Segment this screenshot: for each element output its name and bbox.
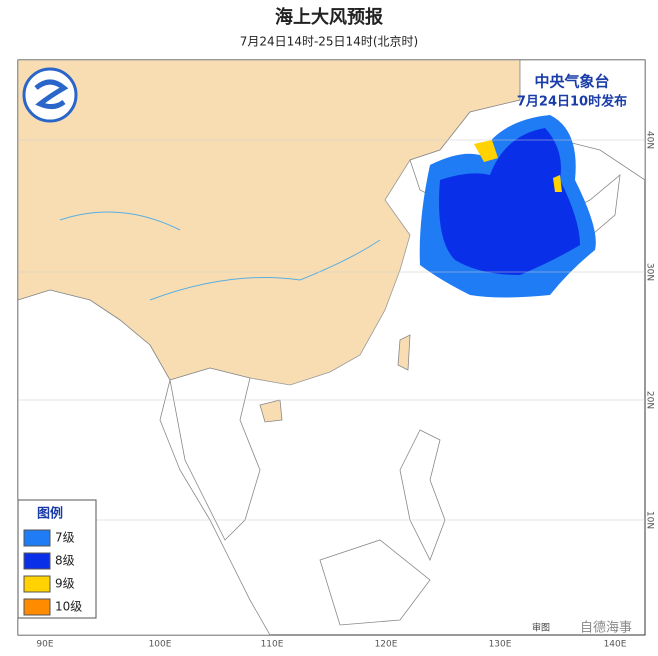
legend-label: 9级 — [55, 577, 75, 591]
logo-mark — [34, 79, 69, 110]
legend-swatch — [23, 529, 51, 547]
legend-label: 8级 — [55, 554, 75, 568]
longitude-label: 130E — [489, 640, 512, 650]
legend-label: 7级 — [55, 531, 75, 545]
longitude-label: 90E — [36, 640, 53, 650]
land-islands — [259, 334, 411, 423]
land-philippines — [319, 429, 446, 626]
land-indochina — [169, 367, 261, 541]
latitude-label: 20N — [645, 391, 655, 409]
legend-swatch — [23, 575, 51, 593]
map-body — [18, 60, 645, 635]
longitude-label: 100E — [149, 640, 172, 650]
longitude-label: 110E — [261, 640, 284, 650]
wind-zone-8 — [439, 128, 580, 275]
credit: 审图 — [532, 622, 550, 634]
title: 海上大风预报 — [275, 6, 383, 28]
legend-swatch — [23, 552, 51, 570]
agency: 中央气象台 — [534, 73, 609, 91]
legend-label: 10级 — [55, 600, 82, 614]
latitude-label: 40N — [645, 131, 655, 149]
latitude-label: 10N — [645, 511, 655, 529]
longitude-label: 120E — [375, 640, 398, 650]
longitude-label: 140E — [604, 640, 627, 650]
rivers — [59, 211, 381, 301]
latitude-label: 30N — [645, 263, 655, 281]
legend-title: 图例 — [37, 506, 63, 522]
watermark: 自德海事 — [580, 621, 632, 636]
subtitle: 7月24日14时-25日14时(北京时) — [240, 35, 418, 49]
wind-zone-9 — [474, 140, 562, 192]
issued-time: 7月24日10时发布 — [517, 94, 627, 110]
legend-swatch — [23, 598, 51, 616]
